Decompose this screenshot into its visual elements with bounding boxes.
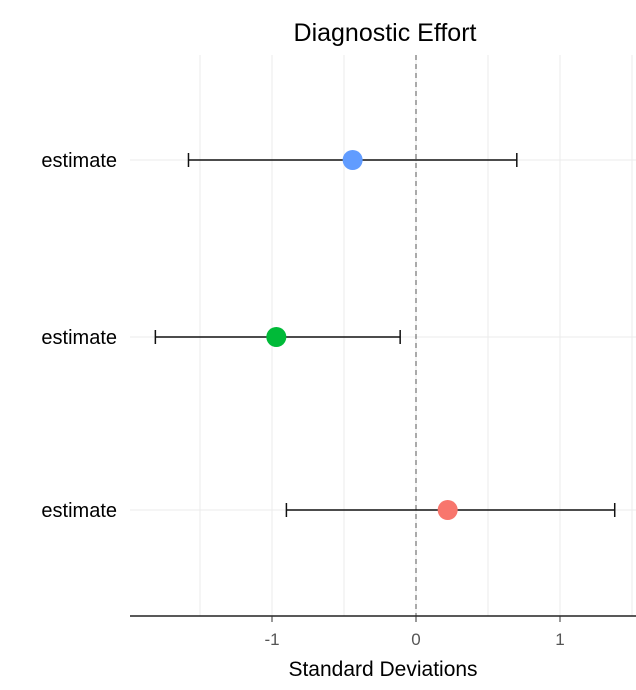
x-ticks: -1 0 1 [264, 616, 565, 649]
grid [130, 55, 636, 616]
x-axis-label: Standard Deviations [288, 658, 477, 681]
y-tick-label: estimate [41, 500, 117, 522]
estimate-point [437, 500, 458, 520]
estimate-row [187, 150, 518, 170]
estimate-row [285, 500, 616, 520]
y-tick-label: estimate [41, 150, 117, 172]
chart-title: Diagnostic Effort [294, 19, 477, 47]
x-tick-label: 0 [411, 630, 420, 649]
y-tick-label: estimate [41, 327, 117, 349]
x-tick-label: -1 [264, 630, 279, 649]
estimate-point [342, 150, 363, 170]
estimate-point [266, 327, 287, 347]
estimate-row [154, 327, 401, 347]
y-ticks: estimate estimate estimate [41, 150, 117, 522]
marks [154, 150, 616, 520]
x-tick-label: 1 [555, 630, 564, 649]
